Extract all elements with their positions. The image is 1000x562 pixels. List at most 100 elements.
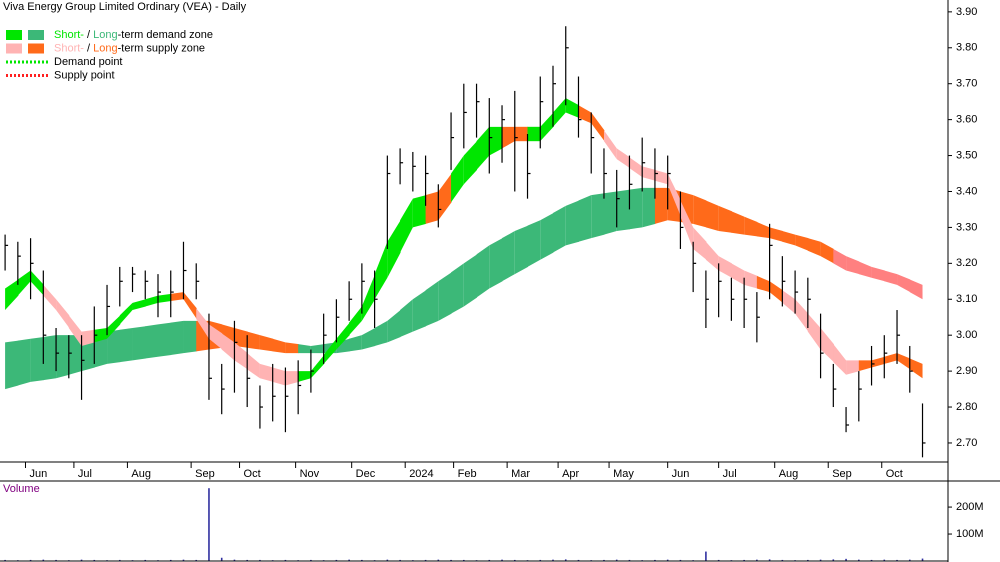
zone-segment bbox=[336, 322, 350, 350]
volume-bar bbox=[832, 559, 835, 561]
zone-segment bbox=[158, 322, 172, 357]
zone-segment bbox=[629, 157, 643, 178]
y-tick-label: 3.90 bbox=[956, 6, 977, 18]
zone-segment bbox=[795, 234, 809, 251]
zone-segment bbox=[272, 367, 286, 386]
zone-segment bbox=[5, 340, 19, 390]
legend-text: Short- bbox=[54, 29, 84, 41]
volume-bar bbox=[870, 559, 873, 561]
zone-segment bbox=[438, 173, 452, 221]
zone-segment bbox=[412, 195, 427, 228]
zone-segment bbox=[909, 358, 923, 379]
volume-bar bbox=[921, 558, 924, 561]
y-tick-label: 3.30 bbox=[956, 221, 977, 233]
zone-segment bbox=[642, 166, 656, 181]
zone-segment bbox=[833, 344, 847, 375]
volume-bar bbox=[883, 559, 886, 561]
zone-segment bbox=[259, 335, 274, 352]
zone-segment bbox=[259, 363, 274, 382]
legend-text: / bbox=[84, 42, 93, 54]
zone-segment bbox=[183, 320, 197, 354]
volume-bar bbox=[259, 559, 261, 561]
x-tick-label: Dec bbox=[356, 468, 376, 480]
zone-segment bbox=[451, 155, 464, 203]
volume-bar bbox=[781, 559, 784, 561]
volume-bar bbox=[463, 559, 465, 561]
legend-text: / bbox=[84, 29, 93, 41]
zone-segment bbox=[68, 315, 82, 346]
volume-bar bbox=[284, 559, 287, 561]
x-tick-label: 2024 bbox=[409, 468, 433, 480]
zone-segment bbox=[400, 198, 413, 253]
zone-segment bbox=[654, 169, 668, 185]
zone-segment bbox=[298, 371, 311, 382]
zone-segment bbox=[463, 141, 478, 185]
zone-segment bbox=[897, 353, 911, 370]
zone-segment bbox=[591, 193, 605, 239]
zone-segment bbox=[858, 360, 872, 372]
volume-bar bbox=[118, 559, 121, 561]
x-tick-label: Jul bbox=[78, 468, 92, 480]
legend-text: Supply point bbox=[54, 69, 115, 81]
x-tick-label: Feb bbox=[458, 468, 477, 480]
volume-bar bbox=[361, 559, 363, 561]
zone-segment bbox=[298, 344, 311, 354]
zone-segment bbox=[782, 290, 796, 314]
zone-segment bbox=[846, 360, 860, 375]
zone-segment bbox=[132, 326, 146, 361]
volume-bar bbox=[195, 559, 198, 561]
zone-segment bbox=[30, 270, 44, 296]
zone-segment bbox=[119, 302, 133, 325]
volume-bar bbox=[908, 559, 911, 561]
legend-swatch bbox=[28, 30, 44, 40]
x-tick-label: Sep bbox=[195, 468, 215, 480]
volume-bar bbox=[705, 551, 707, 561]
x-tick-label: May bbox=[613, 468, 634, 480]
zone-segment bbox=[463, 254, 478, 307]
volume-bar bbox=[335, 559, 338, 561]
legend-text: Long bbox=[93, 29, 117, 41]
zone-segment bbox=[285, 371, 299, 386]
zone-segment bbox=[769, 227, 783, 242]
volume bbox=[4, 488, 924, 561]
volume-bar bbox=[399, 559, 401, 561]
volume-bar bbox=[182, 559, 185, 561]
zone-segment bbox=[667, 173, 681, 217]
zone-segment bbox=[578, 195, 592, 242]
volume-bar bbox=[55, 559, 57, 561]
zone-segment bbox=[591, 112, 605, 142]
volume-bar bbox=[819, 559, 822, 561]
volume-bar bbox=[488, 559, 491, 561]
legend-swatch bbox=[28, 43, 44, 54]
zone-segment bbox=[731, 211, 745, 235]
legend-label: Short- / Long-term supply zone bbox=[54, 42, 205, 54]
zone-segment bbox=[705, 241, 719, 271]
volume-bar bbox=[679, 559, 682, 561]
zone-segment bbox=[616, 148, 630, 169]
zone-segment bbox=[208, 324, 223, 350]
y-tick-label: 3.20 bbox=[956, 257, 977, 269]
y-tick-label: 2.90 bbox=[956, 365, 977, 377]
y-tick-label: 100M bbox=[956, 528, 984, 540]
zone-segment bbox=[693, 195, 707, 228]
volume-bar bbox=[552, 559, 554, 561]
volume-bar bbox=[654, 559, 656, 561]
x-tick-label: Sep bbox=[832, 468, 852, 480]
zone-segment bbox=[43, 284, 57, 311]
volume-bar bbox=[144, 559, 147, 561]
zone-segment bbox=[642, 187, 656, 228]
zone-segment bbox=[247, 353, 260, 379]
zone-segment bbox=[323, 338, 337, 364]
zone-segment bbox=[374, 241, 388, 300]
zone-segment bbox=[565, 98, 579, 118]
chart-title: Viva Energy Group Limited Ordinary (VEA)… bbox=[3, 1, 247, 13]
zone-segment bbox=[425, 281, 439, 327]
legend-label: Demand point bbox=[54, 56, 123, 68]
volume-bar bbox=[539, 559, 542, 561]
x-tick-label: Jul bbox=[723, 468, 737, 480]
volume-bar bbox=[845, 558, 847, 561]
volume-bar bbox=[208, 488, 210, 561]
zone-segment bbox=[400, 299, 413, 337]
y-tick-label: 2.70 bbox=[956, 437, 977, 449]
